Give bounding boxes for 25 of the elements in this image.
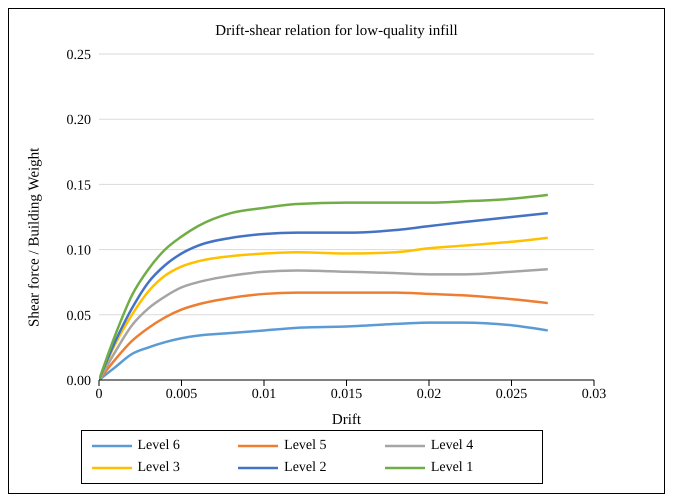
x-tick-label: 0 [96, 386, 102, 402]
x-tick-label: 0.005 [166, 386, 198, 402]
x-tick-label: 0.03 [582, 386, 606, 402]
line-series [99, 268, 550, 380]
x-tick-label: 0.02 [416, 386, 442, 402]
x-tick-label: 0.025 [496, 386, 528, 402]
legend-label: Level 4 [430, 438, 474, 454]
x-tick-label: 0.01 [252, 386, 276, 402]
y-tick-label: 0.25 [66, 48, 91, 63]
line-series [99, 321, 550, 380]
y-tick-label: 0.20 [66, 113, 91, 128]
y-tick-label: 0.05 [66, 308, 91, 324]
chart-title: Drift-shear relation for low-quality infill [214, 22, 459, 40]
y-axis-title: Shear force / Building Weight [26, 146, 42, 327]
legend-label: Level 6 [138, 438, 180, 454]
x-axis-title: Drift [332, 412, 362, 428]
legend-label: Level 2 [284, 460, 327, 476]
legend-label: Level 5 [284, 438, 327, 454]
legend-label: Level 3 [138, 460, 180, 476]
legend-label: Level 1 [430, 460, 474, 476]
y-tick-label: 0.10 [66, 244, 91, 259]
y-tick-label: 0.00 [66, 374, 91, 389]
y-tick-label: 0.15 [66, 178, 91, 194]
x-tick-label: 0.015 [330, 386, 362, 402]
line-series [99, 291, 550, 380]
